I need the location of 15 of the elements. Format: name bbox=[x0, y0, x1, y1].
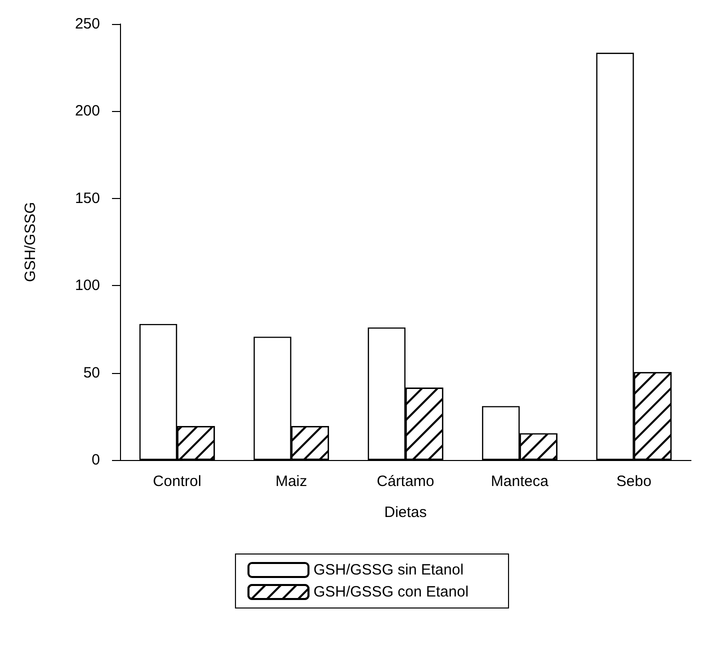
y-tick-label: 150 bbox=[74, 190, 100, 207]
x-tick-label: Manteca bbox=[490, 473, 550, 490]
legend-label: GSH/GSSG con Etanol bbox=[313, 584, 469, 600]
y-tick-label: 200 bbox=[74, 102, 100, 120]
legend-label: GSH/GSSG sin Etanol bbox=[313, 562, 464, 578]
x-tick-label: Sebo bbox=[616, 473, 652, 490]
y-axis-title: GSH/GSSG bbox=[22, 202, 39, 282]
x-tick-label: Control bbox=[152, 473, 202, 490]
x-tick-label: Maiz bbox=[275, 473, 308, 490]
y-tick-label: 250 bbox=[74, 16, 100, 32]
y-tick-label: 0 bbox=[92, 452, 100, 468]
x-axis-title: Dietas bbox=[384, 504, 427, 521]
y-tick-label: 100 bbox=[74, 277, 100, 294]
y-tick-label: 50 bbox=[83, 364, 100, 382]
x-tick-label: Cártamo bbox=[376, 473, 434, 490]
